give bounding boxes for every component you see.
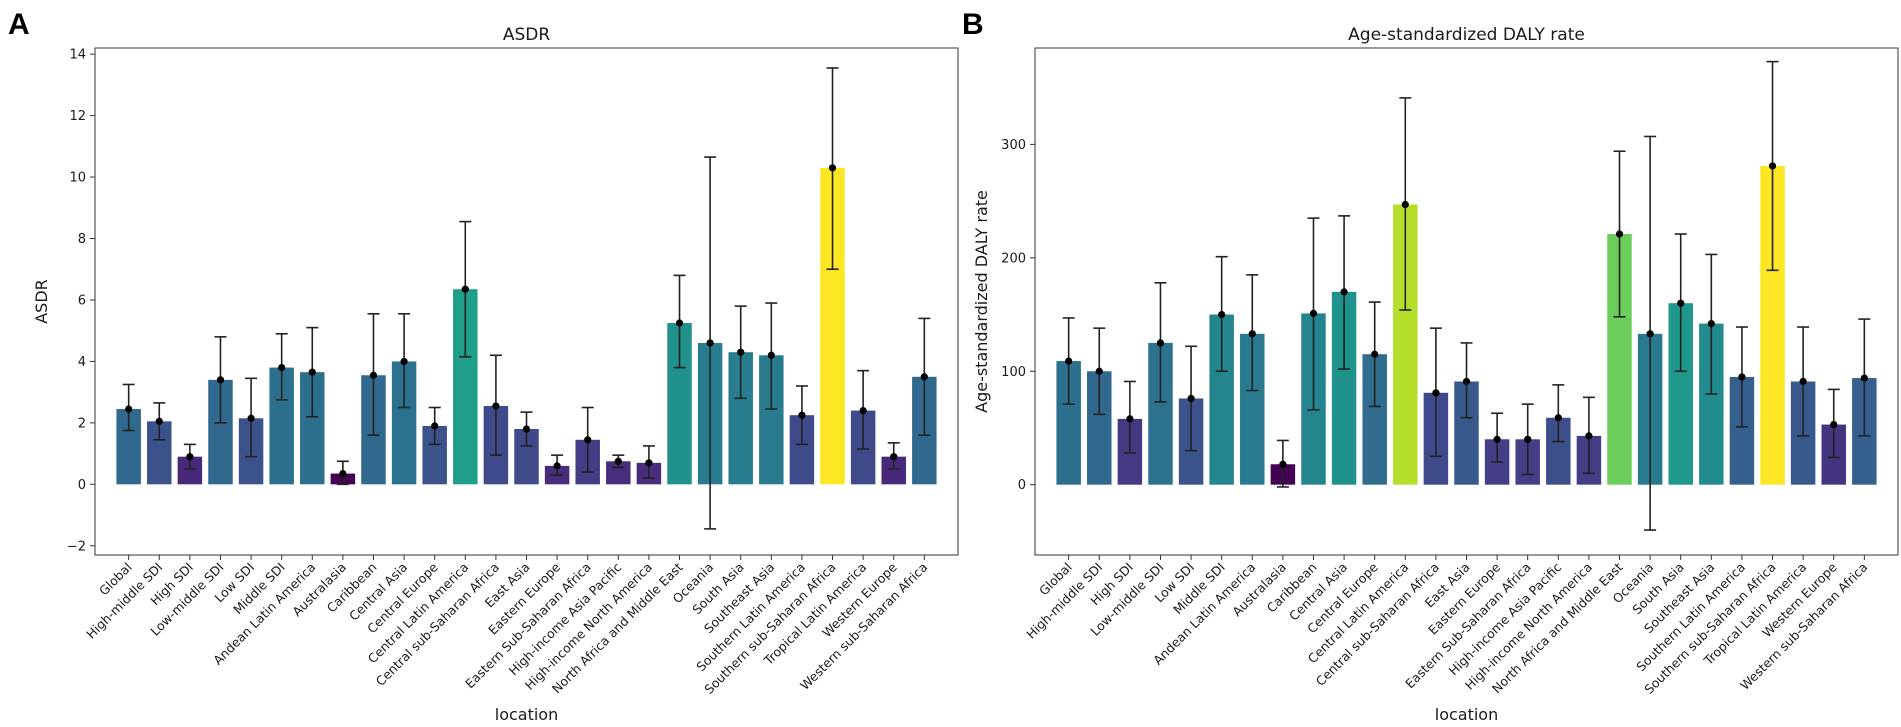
mean-marker: [1677, 299, 1685, 307]
mean-marker: [890, 453, 898, 461]
mean-marker: [1432, 389, 1440, 397]
y-axis-label: Age-standardized DALY rate: [972, 190, 991, 413]
panel-letter: B: [962, 8, 984, 41]
mean-marker: [1799, 377, 1807, 386]
x-axis-label: location: [495, 705, 558, 724]
mean-marker: [614, 457, 622, 465]
mean-marker: [1156, 339, 1165, 347]
chart-title: ASDR: [503, 25, 551, 45]
y-axis-label: ASDR: [32, 279, 51, 324]
mean-marker: [125, 405, 133, 413]
mean-marker: [645, 459, 653, 467]
mean-marker: [1554, 414, 1562, 422]
y-tick-label: 2: [78, 416, 86, 431]
mean-marker: [1768, 162, 1777, 170]
mean-marker: [1309, 309, 1318, 318]
mean-marker: [859, 406, 867, 415]
mean-marker: [155, 417, 163, 425]
panel-b: B Age-standardized DALY rateGlobalHigh-mi…: [962, 8, 1899, 724]
mean-marker: [1585, 432, 1593, 440]
mean-marker: [1095, 367, 1103, 375]
mean-marker: [431, 422, 439, 430]
y-tick-label: 14: [69, 48, 86, 63]
y-tick-label: 8: [78, 232, 86, 247]
mean-marker: [798, 411, 806, 419]
mean-marker: [339, 469, 347, 478]
bar: [606, 461, 631, 485]
mean-marker: [1340, 288, 1348, 296]
mean-marker: [1738, 373, 1746, 381]
y-tick-label: 0: [1018, 478, 1026, 493]
panel-letter: A: [8, 8, 30, 41]
mean-marker: [675, 319, 684, 327]
mean-marker: [1248, 330, 1256, 338]
mean-marker: [186, 453, 194, 461]
mean-marker: [1065, 357, 1073, 365]
y-tick-label: 6: [78, 293, 86, 308]
mean-marker: [369, 371, 378, 379]
mean-marker: [1371, 350, 1379, 358]
mean-marker: [1126, 415, 1134, 423]
y-tick-label: 0: [78, 478, 86, 493]
mean-marker: [1462, 377, 1471, 386]
mean-marker: [308, 368, 316, 376]
plot-frame: [94, 47, 959, 556]
x-axis-label: location: [1435, 705, 1498, 724]
mean-marker: [1860, 374, 1868, 382]
mean-marker: [522, 425, 531, 433]
mean-marker: [767, 351, 775, 359]
mean-marker: [492, 402, 500, 410]
mean-marker: [1707, 320, 1715, 328]
mean-marker: [828, 164, 837, 172]
mean-marker: [247, 414, 255, 422]
mean-marker: [461, 285, 469, 293]
mean-marker: [1646, 330, 1654, 338]
plot-frame: [1034, 47, 1899, 556]
mean-marker: [584, 436, 592, 444]
y-tick-label: 100: [1001, 365, 1026, 380]
mean-marker: [920, 373, 928, 381]
mean-marker: [278, 363, 286, 372]
mean-marker: [1279, 460, 1287, 468]
chart-title: Age-standardized DALY rate: [1348, 25, 1585, 45]
mean-marker: [1187, 394, 1195, 403]
mean-marker: [737, 348, 745, 356]
mean-marker: [1218, 310, 1226, 319]
y-tick-label: 4: [78, 355, 86, 370]
mean-marker: [1493, 435, 1501, 443]
y-tick-label: 300: [1001, 138, 1026, 153]
mean-marker: [400, 357, 408, 366]
mean-marker: [706, 339, 714, 347]
mean-marker: [1524, 435, 1532, 443]
mean-marker: [1401, 200, 1409, 209]
y-tick-label: −2: [67, 539, 86, 554]
mean-marker: [1830, 420, 1838, 429]
y-tick-label: 200: [1001, 251, 1026, 266]
mean-marker: [1615, 230, 1624, 238]
mean-marker: [553, 462, 561, 470]
mean-marker: [216, 376, 225, 384]
y-tick-label: 10: [69, 171, 86, 186]
y-tick-label: 12: [69, 109, 86, 124]
